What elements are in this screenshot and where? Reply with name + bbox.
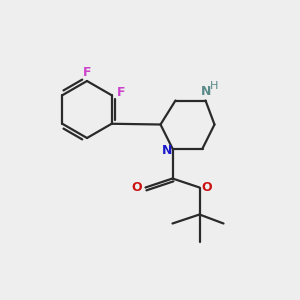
Text: O: O (202, 181, 212, 194)
Text: H: H (210, 81, 218, 91)
Text: N: N (162, 143, 172, 157)
Text: N: N (201, 85, 211, 98)
Text: F: F (83, 65, 91, 79)
Text: O: O (132, 181, 142, 194)
Text: F: F (116, 86, 125, 99)
